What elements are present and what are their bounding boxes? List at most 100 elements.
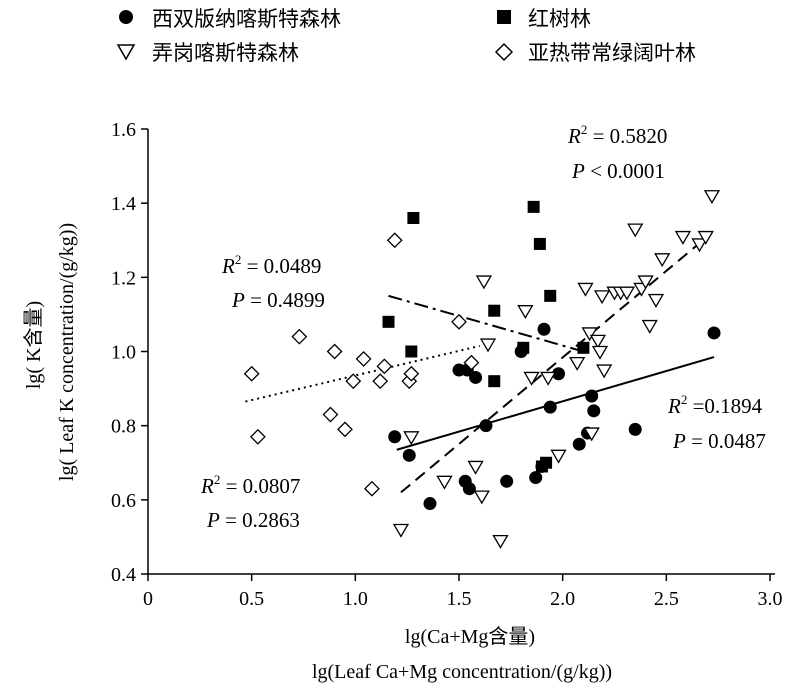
- x-tick-label: 0: [143, 588, 153, 610]
- point-open-diamond: [291, 328, 308, 345]
- point-filled-circle: [500, 474, 514, 488]
- point-open-triangle: [703, 190, 721, 205]
- fit-line-dashed: [400, 232, 713, 494]
- point-open-triangle: [569, 356, 586, 371]
- r2-label-evergreen: R2 = 0.0807: [200, 472, 300, 498]
- point-open-diamond: [451, 313, 467, 330]
- point-open-diamond: [337, 421, 353, 438]
- r2-label-xishuangbanna: R2 =0.1894: [667, 392, 763, 418]
- point-filled-circle: [628, 422, 642, 436]
- point-filled-circle: [462, 482, 476, 496]
- point-open-diamond: [249, 428, 266, 445]
- point-open-triangle: [436, 475, 453, 490]
- y-tick-label: 1.4: [111, 193, 136, 215]
- x-tick-label: 1.0: [343, 588, 368, 610]
- legend-marker-nonggang: [116, 44, 136, 61]
- point-open-triangle: [654, 253, 671, 268]
- y-tick-label: 1.2: [111, 267, 136, 289]
- y-tick-label: 1.6: [111, 119, 136, 141]
- point-open-diamond: [372, 373, 389, 390]
- p-label-nonggang: P < 0.0001: [571, 159, 665, 183]
- point-open-diamond: [355, 350, 372, 367]
- point-open-triangle: [697, 230, 714, 245]
- fit-line-dotted: [245, 344, 480, 403]
- point-open-triangle: [627, 223, 644, 238]
- y-tick-label: 0.4: [111, 564, 136, 586]
- point-filled-circle: [423, 497, 437, 511]
- legend-label-mangrove: 红树林: [528, 7, 591, 31]
- y-axis-title-english: lg( Leaf K concentration/(g/kg)): [56, 223, 78, 481]
- legend-marker-xishuangbanna: [119, 10, 133, 24]
- p-label-mangrove: P = 0.4899: [231, 288, 325, 312]
- point-open-diamond: [322, 406, 339, 423]
- point-filled-square: [407, 212, 420, 224]
- point-filled-square: [488, 375, 501, 388]
- point-open-triangle: [583, 427, 600, 442]
- point-open-triangle: [591, 345, 609, 360]
- point-filled-circle: [537, 322, 551, 336]
- point-open-triangle: [475, 275, 493, 290]
- y-tick-label: 0.8: [111, 416, 136, 438]
- point-filled-square: [488, 304, 501, 317]
- point-open-diamond: [326, 343, 343, 360]
- point-filled-circle: [469, 370, 483, 384]
- legend-marker-mangrove: [497, 10, 511, 24]
- y-tick-label: 1.0: [111, 342, 136, 364]
- point-filled-circle: [543, 400, 557, 414]
- point-filled-square: [540, 456, 553, 469]
- fit-line-dashdot: [388, 294, 584, 353]
- point-open-diamond: [364, 480, 380, 497]
- legend: 西双版纳喀斯特森林 红树林 弄岗喀斯特森林 亚热带常绿阔叶林: [116, 7, 696, 65]
- point-open-triangle: [618, 286, 636, 301]
- x-tick-label: 3.0: [758, 588, 783, 610]
- x-tick-label: 2.5: [654, 588, 679, 610]
- point-open-triangle: [581, 327, 598, 342]
- annotation-mangrove: R2 = 0.0489 P = 0.4899: [221, 252, 325, 312]
- legend-label-evergreen: 亚热带常绿阔叶林: [528, 41, 696, 65]
- y-axis-title: lg( K含量): [22, 301, 45, 389]
- point-open-diamond: [403, 365, 420, 382]
- point-filled-circle: [585, 389, 599, 403]
- point-open-triangle: [589, 334, 607, 349]
- x-axis-title: lg(Ca+Mg含量): [405, 625, 535, 648]
- point-filled-circle: [388, 430, 402, 444]
- point-open-triangle: [473, 490, 490, 505]
- point-filled-square: [405, 345, 418, 358]
- point-open-triangle: [479, 338, 497, 353]
- x-tick-label: 2.0: [550, 588, 575, 610]
- annotation-xishuangbanna: R2 =0.1894 P = 0.0487: [667, 392, 766, 453]
- point-open-triangle: [492, 534, 509, 549]
- annotation-evergreen: R2 = 0.0807 P = 0.2863: [200, 472, 300, 532]
- point-filled-square: [527, 200, 540, 213]
- legend-marker-evergreen: [494, 42, 514, 62]
- point-filled-circle: [402, 448, 416, 462]
- point-open-triangle: [593, 290, 611, 305]
- p-label-evergreen: P = 0.2863: [206, 508, 300, 532]
- point-open-triangle: [517, 305, 534, 319]
- point-filled-circle: [572, 437, 586, 451]
- point-open-triangle: [523, 371, 540, 386]
- legend-label-xishuangbanna: 西双版纳喀斯特森林: [152, 7, 341, 31]
- data-points: [243, 190, 721, 549]
- point-open-triangle: [691, 238, 708, 253]
- point-open-triangle: [637, 275, 654, 290]
- point-open-triangle: [550, 449, 567, 464]
- point-open-triangle: [641, 319, 658, 334]
- annotation-nonggang: R2 = 0.5820 P < 0.0001: [567, 122, 667, 183]
- point-open-diamond: [243, 365, 260, 382]
- point-open-triangle: [392, 523, 410, 538]
- r2-label-mangrove: R2 = 0.0489: [221, 252, 321, 278]
- point-filled-circle: [529, 471, 543, 485]
- point-filled-circle: [552, 367, 566, 381]
- point-open-diamond: [345, 373, 362, 390]
- x-ticks: 0 0.5 1.0 1.5 2.0 2.5 3.0: [143, 574, 783, 610]
- x-tick-label: 1.5: [447, 588, 472, 610]
- legend-label-nonggang: 弄岗喀斯特森林: [152, 41, 299, 65]
- point-filled-square: [577, 341, 590, 354]
- x-tick-label: 0.5: [239, 588, 264, 610]
- point-open-triangle: [674, 230, 692, 245]
- y-ticks: 0.4 0.6 0.8 1.0 1.2 1.4 1.6: [111, 119, 148, 586]
- point-open-triangle: [596, 364, 613, 379]
- point-filled-circle: [587, 404, 601, 418]
